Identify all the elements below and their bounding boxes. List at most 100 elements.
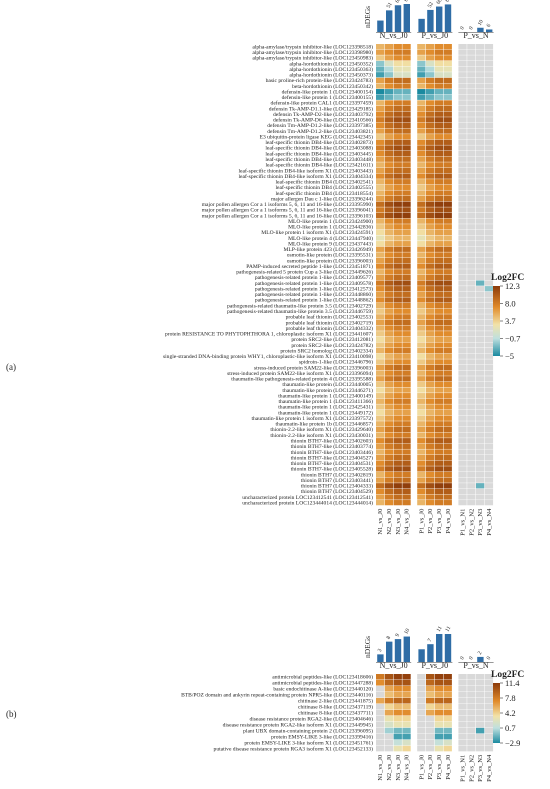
heatmap-cell	[393, 179, 402, 185]
heatmap-cell	[417, 224, 426, 230]
heatmap-cell	[384, 145, 394, 151]
heatmap-cell	[402, 387, 411, 393]
heatmap-cell	[476, 353, 485, 359]
heatmap-cell	[467, 370, 476, 376]
ndegs-bar-label: 10	[403, 628, 411, 636]
heatmap-cell	[426, 426, 435, 433]
heatmap-cell	[484, 733, 494, 740]
heatmap-cell	[434, 263, 444, 269]
heatmap-cell	[434, 128, 444, 134]
heatmap-cell	[484, 162, 494, 168]
heatmap-cell	[443, 269, 452, 275]
heatmap-cell	[417, 745, 426, 752]
heatmap-cell	[384, 212, 394, 219]
heatmap-cell	[458, 60, 467, 67]
heatmap-cell	[417, 488, 426, 494]
heatmap-cell	[458, 370, 467, 376]
heatmap-cell	[426, 302, 435, 309]
heatmap-cell	[467, 207, 476, 213]
heatmap-cell	[458, 404, 467, 410]
heatmap-cell	[434, 460, 444, 466]
heatmap-cell	[376, 49, 385, 55]
heatmap-cell	[443, 66, 452, 72]
heatmap-cell	[426, 721, 435, 728]
heatmap-cell	[384, 66, 394, 72]
panel-a: nDEGs51636652606500106N_vs_J0P_vs_J0P_vs…	[6, 0, 524, 536]
heatmap-cell	[484, 319, 494, 326]
heatmap-cell	[426, 128, 435, 134]
row-label: defensin-like protein CAL1 (LOC123397459…	[271, 100, 374, 107]
heatmap-cell	[393, 122, 402, 129]
heatmap-cell	[443, 449, 452, 455]
heatmap-cell	[467, 421, 476, 427]
heatmap-cell	[426, 246, 435, 252]
heatmap-cell	[417, 83, 426, 89]
heatmap-cell	[476, 263, 485, 269]
heatmap-cell	[484, 49, 494, 55]
heatmap-cell	[426, 471, 435, 478]
ndegs-bar-label: 9	[395, 632, 402, 638]
heatmap-cell	[476, 100, 485, 106]
heatmap-cell	[384, 302, 394, 309]
row-label: pathogenesis-related protein 1-like (LOC…	[255, 285, 373, 292]
heatmap-cell	[384, 286, 394, 292]
heatmap-cell	[376, 387, 385, 393]
legend-tick-label: −0.7	[505, 334, 520, 344]
heatmap-cell	[417, 432, 426, 438]
heatmap-cell	[458, 471, 467, 478]
heatmap-cell	[393, 466, 402, 472]
heatmap-cell	[467, 49, 476, 55]
heatmap-cell	[476, 241, 485, 247]
heatmap-cell	[393, 77, 402, 84]
row-label: leaf-specific thionin DB4 (LOC123402555)	[275, 184, 373, 191]
heatmap-cell	[426, 252, 435, 258]
heatmap-cell	[393, 314, 402, 320]
heatmap-cell	[417, 443, 426, 449]
heatmap-cell	[484, 488, 494, 494]
heatmap-cell	[458, 55, 467, 61]
heatmap-cell	[458, 336, 467, 342]
heatmap-cell	[417, 721, 426, 728]
heatmap-cell	[384, 156, 394, 162]
heatmap-cell	[417, 218, 426, 224]
heatmap-cell	[426, 274, 435, 281]
heatmap-cell	[443, 72, 452, 78]
heatmap-cell	[458, 331, 467, 337]
legend-tick-label: 7.8	[505, 693, 516, 703]
heatmap-cell	[426, 122, 435, 129]
row-label: uncharacterized protein LOC123412541 (LO…	[242, 494, 373, 501]
heatmap-cell	[434, 100, 444, 106]
heatmap-cell	[417, 94, 426, 100]
heatmap-cell	[417, 173, 426, 179]
heatmap-cell	[426, 325, 435, 331]
heatmap-cell	[393, 94, 402, 100]
heatmap-cell	[434, 297, 444, 303]
row-label: major pollen allergen Cor a 1 isoforms 5…	[202, 207, 373, 214]
heatmap-cell	[434, 336, 444, 342]
heatmap-cell	[426, 286, 435, 292]
heatmap-cell	[467, 488, 476, 494]
heatmap-cell	[484, 269, 494, 275]
heatmap-cell	[458, 246, 467, 252]
heatmap-cell	[426, 224, 435, 230]
heatmap-cell	[417, 342, 426, 348]
heatmap-cell	[417, 685, 426, 692]
heatmap-cell	[402, 224, 411, 230]
legend-colorbar	[493, 683, 500, 743]
heatmap-cell	[426, 674, 435, 680]
heatmap-cell	[458, 739, 467, 746]
heatmap-cell	[393, 156, 402, 162]
heatmap-cell	[467, 66, 476, 72]
row-label: defensin Tk-AMP-D2-like (LOC123403792)	[273, 111, 373, 118]
heatmap-cell	[484, 173, 494, 179]
heatmap-cell	[484, 494, 494, 500]
heatmap-cell	[434, 421, 444, 427]
heatmap-cell	[426, 94, 435, 100]
heatmap-cell	[434, 685, 444, 692]
heatmap-cell	[476, 55, 485, 61]
heatmap-cell	[484, 263, 494, 269]
heatmap-cell	[393, 128, 402, 134]
heatmap-cell	[393, 336, 402, 342]
heatmap-cell	[393, 477, 402, 483]
heatmap-cell	[434, 280, 444, 286]
